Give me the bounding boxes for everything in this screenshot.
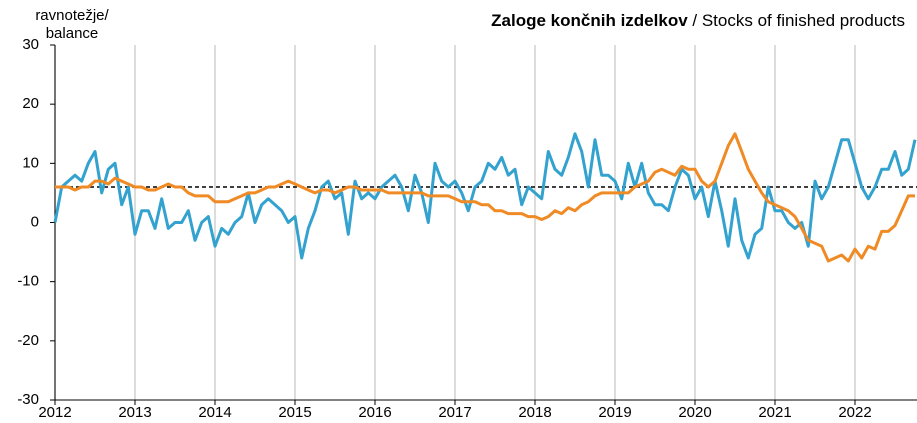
title-main: Zaloge končnih izdelkov — [491, 11, 688, 30]
x-tick-label: 2021 — [758, 404, 791, 421]
x-tick-label: 2015 — [278, 404, 311, 421]
series-line — [53, 132, 917, 260]
x-tick-label: 2017 — [438, 404, 471, 421]
series-line — [55, 132, 915, 263]
y-tick-label: -30 — [17, 391, 39, 408]
y-tick-label: 20 — [22, 95, 39, 112]
y-axis-label: balance — [46, 25, 99, 42]
y-tick-label: 30 — [22, 36, 39, 53]
chart-title: Zaloge končnih izdelkov / Stocks of fini… — [491, 11, 905, 30]
x-tick-label: 2012 — [38, 404, 71, 421]
x-tick-label: 2014 — [198, 404, 231, 421]
x-tick-label: 2019 — [598, 404, 631, 421]
x-tick-label: 2022 — [838, 404, 871, 421]
y-tick-label: 0 — [31, 213, 39, 230]
x-tick-label: 2013 — [118, 404, 151, 421]
y-axis-label: ravnotežje/ — [35, 7, 109, 24]
y-tick-label: -10 — [17, 273, 39, 290]
y-tick-label: -20 — [17, 332, 39, 349]
y-tick-label: 10 — [22, 154, 39, 171]
x-tick-label: 2018 — [518, 404, 551, 421]
x-tick-label: 2016 — [358, 404, 391, 421]
x-tick-label: 2020 — [678, 404, 711, 421]
title-sub: / Stocks of finished products — [692, 11, 905, 30]
